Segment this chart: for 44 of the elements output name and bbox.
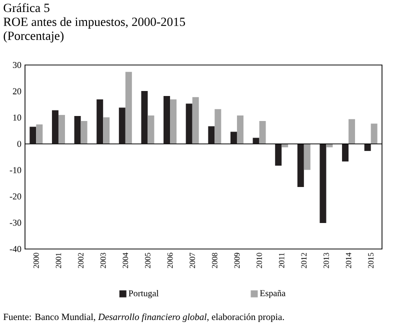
chart-title: Gráfica 5 [4, 3, 50, 12]
bar [103, 117, 110, 144]
bar [125, 72, 132, 144]
bar [304, 144, 310, 170]
bar [297, 144, 304, 187]
bar [192, 97, 199, 144]
bar [36, 124, 43, 144]
y-tick-label: 10 [13, 114, 22, 121]
source-note: Fuente: Banco Mundial, Desarrollo financiero global, elaboración propia. [3, 313, 284, 322]
y-tick-label: -10 [10, 167, 22, 174]
bar [96, 99, 104, 144]
bar [186, 104, 192, 144]
bar [252, 138, 260, 144]
bar [30, 126, 36, 144]
y-tick-label: -20 [10, 193, 22, 200]
y-tick-label: 30 [12, 62, 22, 68]
bar [320, 144, 326, 223]
y-tick-label: -30 [10, 220, 22, 226]
y-tick-label: -40 [10, 246, 22, 252]
bar [118, 108, 126, 144]
bar [348, 119, 356, 144]
bar [364, 144, 371, 151]
bar [58, 114, 65, 144]
bar [342, 144, 349, 162]
bar [236, 115, 244, 144]
bar [52, 110, 58, 144]
legend-label: Portugal [128, 290, 159, 298]
y-axis-title: (Porcentaje) [4, 31, 64, 43]
bar [214, 109, 222, 144]
y-tick-label: 20 [12, 88, 22, 94]
bar [275, 144, 282, 166]
bar [80, 120, 88, 144]
bar [170, 99, 177, 144]
bar [208, 126, 215, 144]
chart-subtitle: ROE antes de impuestos, 2000-2015 [4, 17, 185, 29]
bar [164, 96, 170, 144]
bar [148, 115, 154, 144]
bar [259, 120, 266, 144]
y-tick-label: 0 [17, 140, 22, 147]
bar [230, 132, 237, 144]
bar [370, 124, 378, 144]
bar [141, 91, 148, 144]
legend-label: España [260, 290, 286, 298]
bar [74, 116, 81, 144]
